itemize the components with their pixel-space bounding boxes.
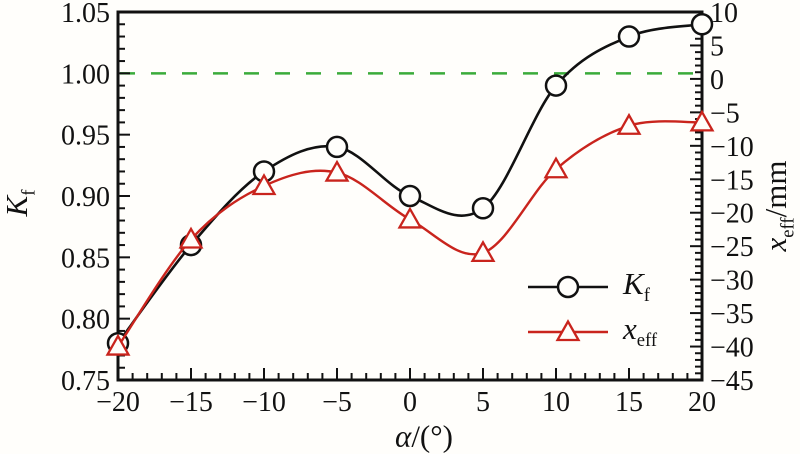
legend: Kf xeff [526, 264, 657, 354]
x-tick-label: 15 [615, 387, 643, 418]
left-tick-label: 0.75 [61, 366, 110, 397]
left-axis-title-sub: f [18, 189, 40, 196]
x-tick-label: 5 [476, 387, 490, 418]
xeff-line-triangle-icon [528, 318, 608, 341]
left-tick-label: 0.90 [61, 182, 110, 213]
left-tick-label: 1.00 [61, 59, 110, 90]
right-tick-label: 10 [710, 0, 738, 29]
legend-item-kf: Kf [526, 264, 657, 309]
xeff-legend-marker [555, 318, 581, 341]
xeff-marker [543, 156, 569, 179]
Kf-marker [544, 74, 568, 97]
right-tick-label: 0 [710, 65, 724, 96]
left-axis-title: Kf [0, 189, 40, 217]
x-tick-label: −10 [242, 387, 286, 418]
x-tick-label: 20 [688, 387, 716, 418]
Kf-marker [471, 197, 495, 220]
Kf-marker [617, 25, 641, 48]
right-tick-label: −45 [710, 366, 754, 397]
left-tick-label: 0.80 [61, 305, 110, 336]
left-axis-title-symbol: K [0, 195, 35, 217]
right-tick-label: 5 [710, 31, 724, 62]
kf-line-circle-icon [528, 275, 608, 298]
right-tick-label: −15 [710, 165, 754, 196]
xeff-marker [324, 159, 350, 182]
right-axis-title: xeff/mm [758, 160, 799, 252]
legend-item-xeff: xeff [526, 309, 657, 354]
right-tick-label: −25 [710, 232, 754, 263]
xeff-marker [470, 240, 496, 263]
x-tick-label: −5 [322, 387, 352, 418]
xeff-marker [616, 112, 642, 135]
xeff-marker [251, 173, 277, 196]
xeff-marker [689, 109, 715, 132]
xeff-marker [397, 206, 423, 229]
Kf-marker [325, 135, 349, 159]
x-tick-label: −15 [169, 387, 213, 418]
right-tick-label: −10 [710, 132, 754, 163]
right-tick-label: −35 [710, 299, 754, 330]
kf-legend-marker [556, 275, 580, 298]
legend-label-xeff: xeff [623, 310, 658, 351]
right-axis-title-symbol: x [758, 237, 794, 252]
left-tick-label: 1.05 [61, 0, 110, 29]
left-tick-label: 0.85 [61, 243, 110, 274]
right-tick-label: −40 [710, 333, 754, 364]
left-tick-label: 0.95 [61, 121, 110, 152]
xeff-marker [105, 333, 131, 356]
right-tick-label: −30 [710, 266, 754, 297]
x-tick-label: −20 [96, 387, 140, 418]
right-tick-label: −20 [710, 199, 754, 230]
x-axis-title-unit: /(°) [411, 418, 453, 454]
Kf-marker [398, 184, 422, 208]
legend-label-kf: Kf [623, 265, 650, 306]
Kf-marker [690, 13, 714, 36]
x-tick-label: 10 [542, 387, 570, 418]
x-axis-title-symbol: α [395, 418, 412, 454]
x-tick-label: 0 [403, 387, 417, 418]
right-tick-label: −5 [710, 98, 740, 129]
x-axis-title: α/(°) [395, 421, 453, 452]
xeff-marker [178, 226, 204, 249]
right-axis-title-unit: /mm [758, 160, 794, 218]
right-axis-title-sub: eff [777, 217, 799, 238]
